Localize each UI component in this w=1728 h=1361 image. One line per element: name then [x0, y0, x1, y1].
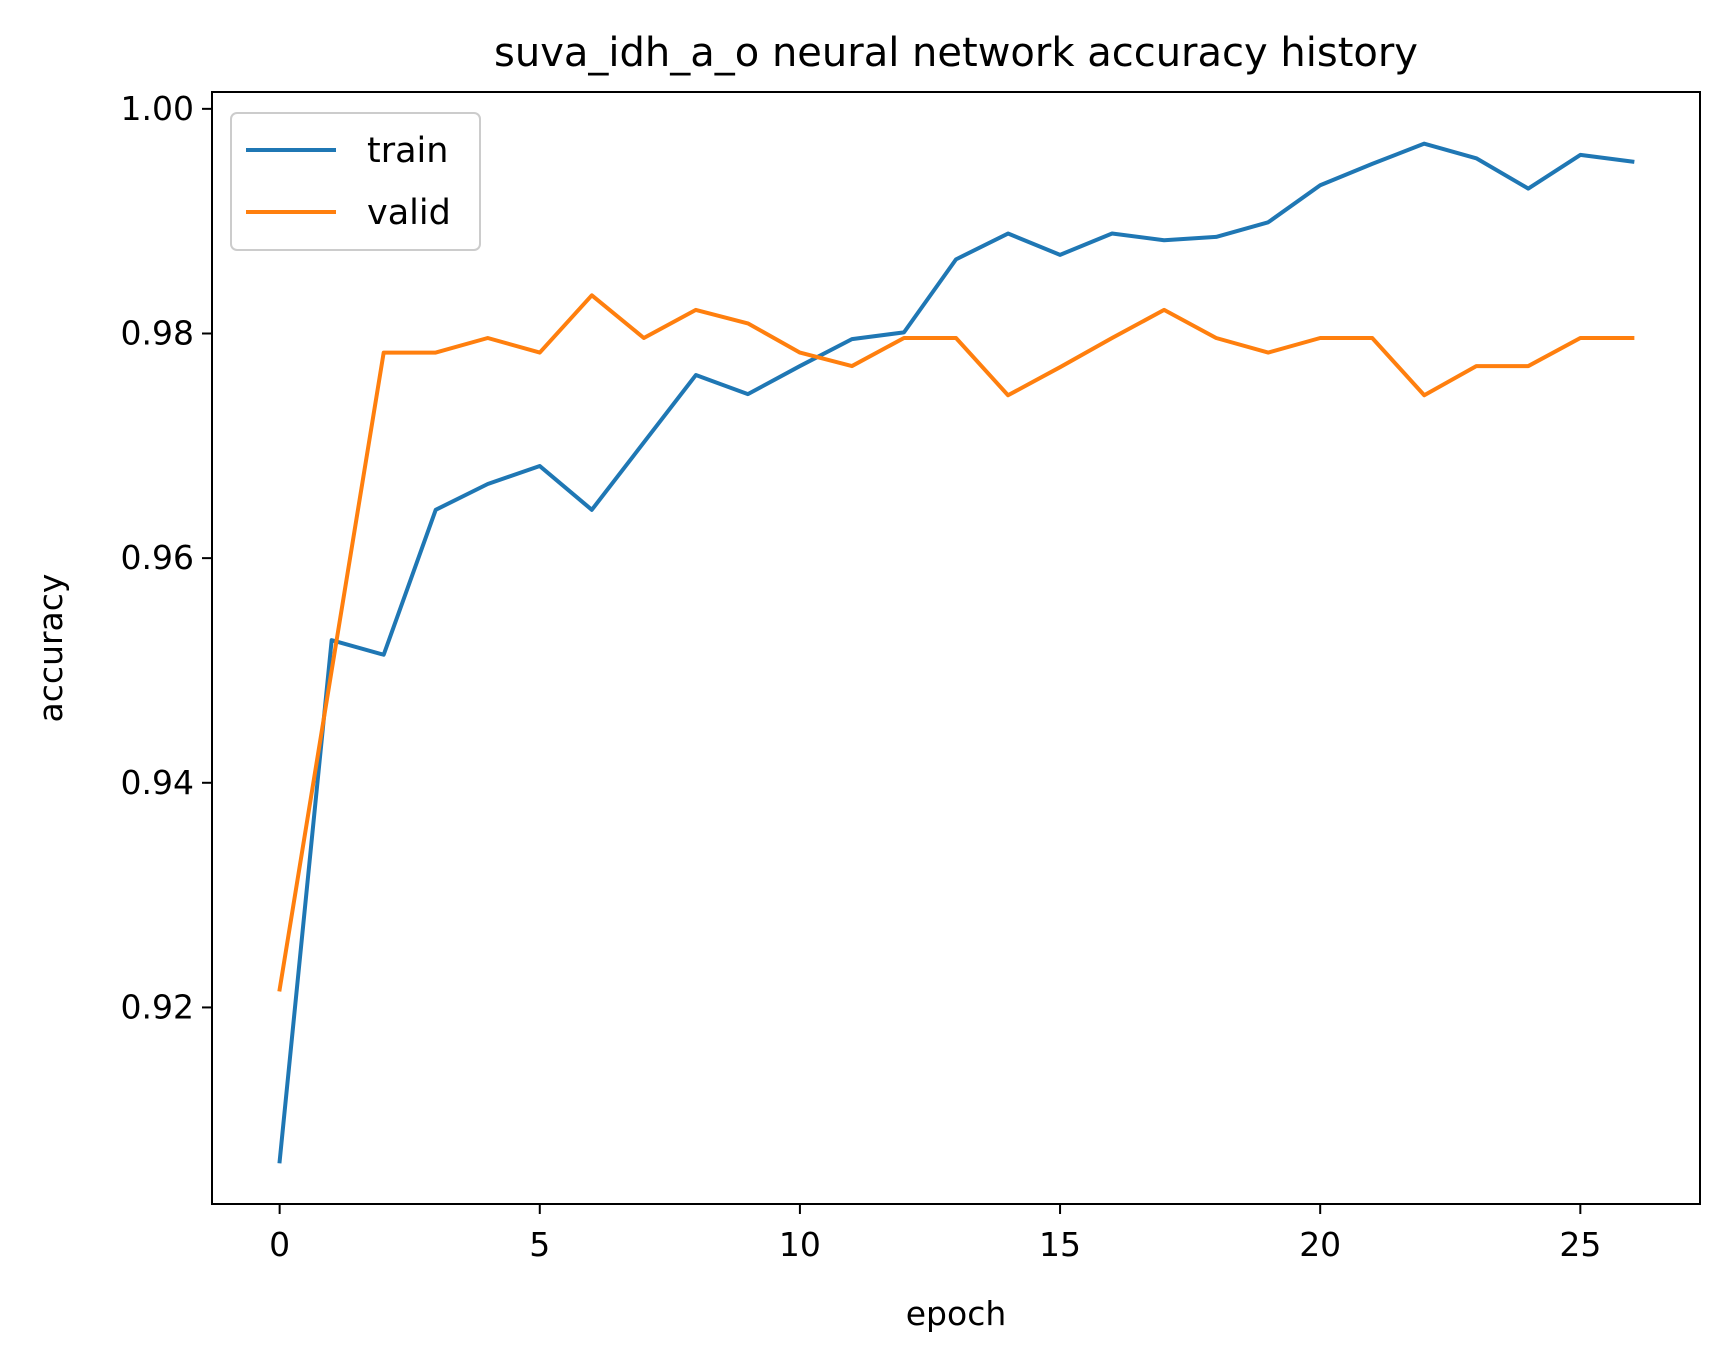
plot-frame: [211, 91, 1701, 1205]
y-tick-label: 0.96: [121, 538, 194, 577]
x-tick-label: 20: [1299, 1225, 1341, 1264]
x-axis-label: epoch: [906, 1294, 1007, 1333]
y-axis-label: accuracy: [31, 574, 70, 723]
x-axis: 0 5 10 15 20 25: [269, 1204, 1601, 1264]
plot-background: [212, 92, 1700, 1204]
x-tick-label: 25: [1559, 1225, 1601, 1264]
legend: train valid: [230, 112, 481, 251]
x-tick-label: 0: [269, 1225, 290, 1264]
x-tick-label: 10: [779, 1225, 821, 1264]
y-tick-label: 1.00: [121, 89, 194, 128]
y-tick-label: 0.94: [121, 763, 194, 802]
y-tick-label: 0.92: [121, 987, 194, 1026]
x-tick-label: 5: [529, 1225, 550, 1264]
y-tick-label: 0.98: [121, 313, 194, 352]
legend-label-valid: valid: [367, 193, 451, 233]
series-layer: [277, 141, 1635, 1164]
x-tick-label: 15: [1039, 1225, 1081, 1264]
legend-label-train: train: [367, 131, 448, 171]
y-axis: 0.92 0.94 0.96 0.98 1.00: [121, 89, 212, 1026]
series-line-valid: [277, 293, 1635, 992]
series-line-train: [277, 141, 1635, 1164]
chart-title: suva_idh_a_o neural network accuracy his…: [494, 30, 1418, 76]
legend-box: [230, 112, 481, 251]
plot-area: [212, 92, 1700, 1204]
